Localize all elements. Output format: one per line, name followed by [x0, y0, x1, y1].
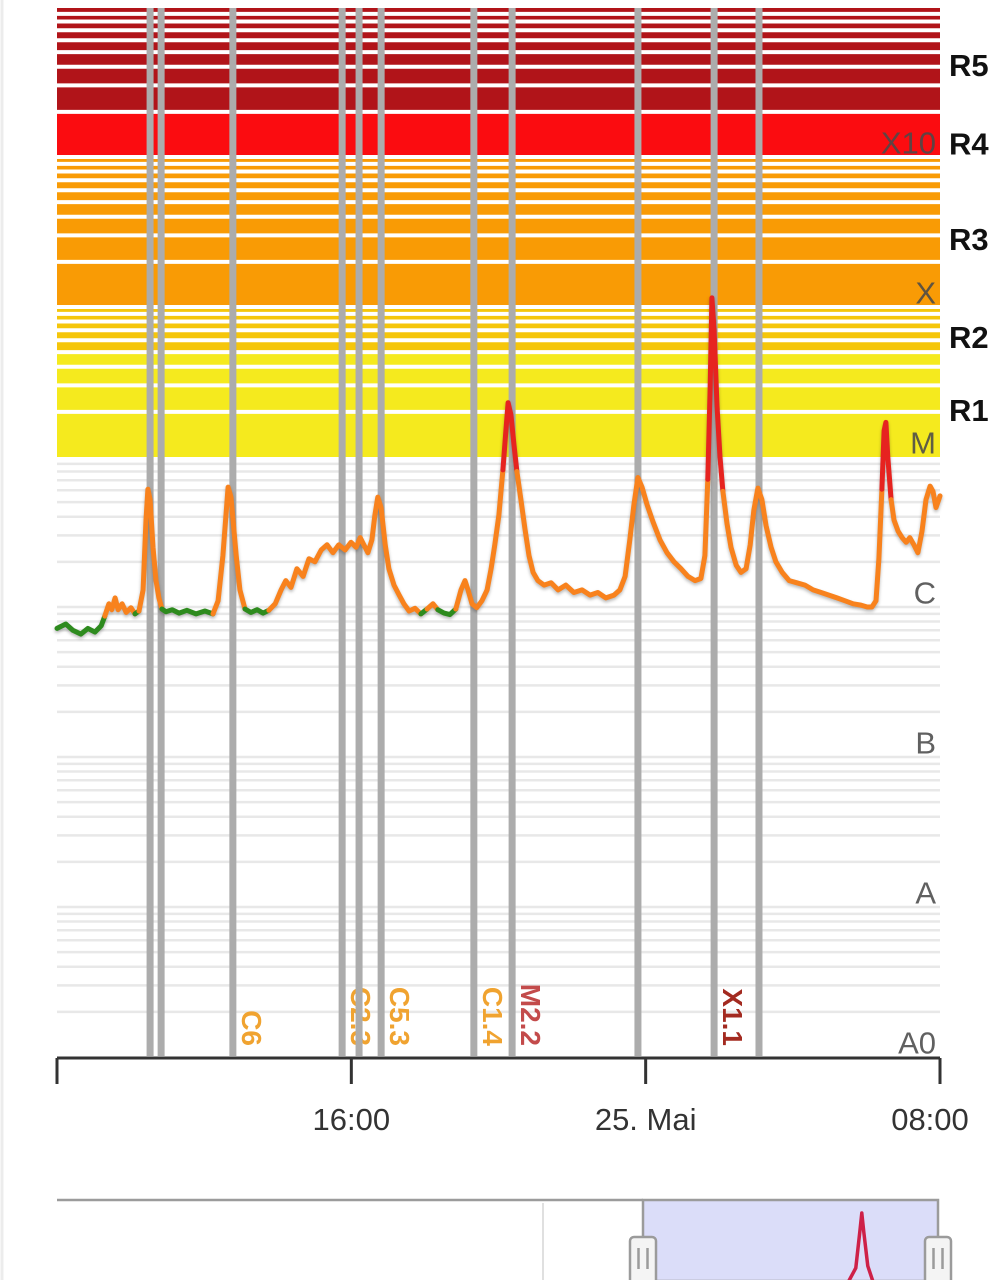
flux-band-R4: [57, 111, 940, 157]
flux-line-segment: [500, 400, 520, 474]
flux-line-segment: [435, 606, 459, 618]
scale-label-B: B: [915, 726, 936, 761]
scale-label-A0: A0: [898, 1026, 936, 1061]
minimap-right-handle[interactable]: [923, 1235, 953, 1280]
flux-line: [54, 295, 943, 637]
x-tick-label: 08:00: [891, 1102, 969, 1137]
flare-label-C1.4: C1.4: [477, 987, 508, 1047]
rscale-label-R2: R2: [949, 320, 989, 355]
flare-label-M2.2: M2.2: [515, 984, 546, 1046]
flare-label-C5.3: C5.3: [384, 987, 415, 1046]
flare-label-X1.1: X1.1: [717, 988, 748, 1046]
rscale-label-R4: R4: [949, 127, 989, 162]
flux-band-R5: [57, 8, 940, 112]
minimap-left-handle[interactable]: [628, 1235, 658, 1280]
flux-line-segment: [54, 613, 108, 637]
flux-line-segment: [102, 595, 138, 619]
rscale-label-R3: R3: [949, 222, 989, 257]
flux-line-segment: [705, 295, 726, 494]
flux-line-segment: [424, 601, 441, 613]
scale-label-M: M: [910, 426, 936, 461]
flux-line-segment: [136, 486, 165, 614]
flux-line-segment: [720, 485, 885, 610]
flux-band-R1: [57, 352, 940, 457]
flux-line-segment: [242, 606, 272, 616]
x-tick-label: 16:00: [313, 1102, 391, 1137]
flux-line-segment: [888, 483, 943, 556]
flux-line-segment: [879, 419, 894, 503]
scale-label-A: A: [915, 876, 936, 911]
rscale-label-R5: R5: [949, 48, 989, 83]
flux-line-segment: [210, 484, 248, 617]
flux-line-segment: [266, 494, 424, 617]
flux-line-segment: [453, 467, 506, 612]
flare-label-C6: C6: [236, 1010, 267, 1046]
flux-line-segment: [514, 469, 711, 601]
scale-label-X: X: [915, 276, 936, 311]
rscale-label-R1: R1: [949, 393, 989, 428]
scale-label-C: C: [914, 576, 936, 611]
flux-line-segment: [159, 606, 216, 617]
minimap-flux-spike: [847, 1211, 875, 1280]
x-tick-label: 25. Mai: [595, 1102, 697, 1137]
minimap-selection[interactable]: [641, 1198, 940, 1280]
scale-label-X10: X10: [881, 126, 936, 161]
